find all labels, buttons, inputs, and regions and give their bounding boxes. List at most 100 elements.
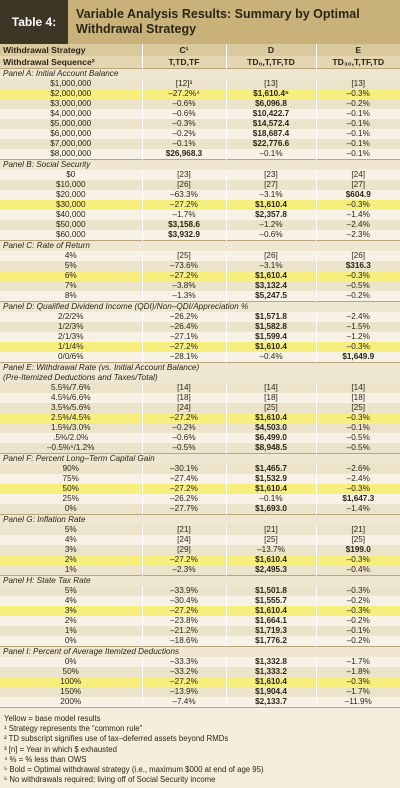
data-row: 6% –27.2% $1,610.4 –0.3% (0, 271, 400, 281)
cell: –1.4% (315, 504, 400, 515)
data-row: 0% –27.7% $1,693.0 –1.4% (0, 504, 400, 515)
footnote: Yellow = base model results (4, 714, 101, 723)
cell: $4,503.0 (225, 423, 316, 433)
cell: –0.3% (315, 413, 400, 423)
cell: –2.3% (315, 230, 400, 241)
cell: [13] (225, 79, 316, 89)
data-row: 3% [29] –13.7% $199.0 (0, 545, 400, 555)
cell: –0.1% (141, 139, 226, 149)
cell: [25] (315, 403, 400, 413)
data-row: 5% –73.6% –3.1% $316.3 (0, 261, 400, 271)
cell: $1,610.4 (225, 484, 316, 494)
cell: –0.1% (315, 109, 400, 119)
column-header: TD₃₀,T,TF,TD (315, 56, 400, 69)
data-row: 1/1/4% –27.2% $1,610.4 –0.3% (0, 342, 400, 352)
cell: –0.2% (315, 596, 400, 606)
cell: –27.2% (141, 342, 226, 352)
panel-row: Panel F: Percent Long–Term Capital Gain (0, 453, 400, 464)
cell: [12]³ (141, 79, 226, 89)
row-label: 5% (0, 586, 142, 596)
cell: –2.4% (315, 220, 400, 230)
cell: [14] (141, 383, 226, 393)
cell: –0.4% (315, 565, 400, 576)
cell: –27.2% (141, 200, 226, 210)
cell: –27.2% (141, 606, 226, 616)
cell: [24] (141, 535, 226, 545)
data-row: $1,000,000 [12]³ [13] [13] (0, 79, 400, 89)
cell: –1.8% (315, 667, 400, 677)
panel-row: Panel G: Inflation Rate (0, 514, 400, 525)
row-label: 0% (0, 504, 142, 515)
cell: –0.1% (315, 129, 400, 139)
cell: –27.2% (141, 484, 226, 494)
data-row: 1/2/3% –26.4% $1,582.8 –1.5% (0, 322, 400, 332)
cell: –0.6% (141, 109, 226, 119)
cell: $1,465.7 (225, 464, 316, 474)
row-label: $0 (0, 170, 142, 180)
cell: –23.8% (141, 616, 226, 626)
cell: $10,422.7 (225, 109, 316, 119)
cell: –73.6% (141, 261, 226, 271)
cell: $1,610.4 (225, 555, 316, 565)
data-row: $20,000 –63.3% –3.1% $604.9 (0, 190, 400, 200)
data-row: 2/2/2% –26.2% $1,571.8 –2.4% (0, 312, 400, 322)
data-row: 2% –23.8% $1,664.1 –0.2% (0, 616, 400, 626)
cell: –0.5% (141, 443, 226, 454)
data-row: $8,000,000 $26,968.3 –0.1% –0.1% (0, 149, 400, 160)
column-header: C¹ (141, 44, 226, 56)
row-label: $8,000,000 (0, 149, 142, 160)
data-row: $4,000,000 –0.6% $10,422.7 –0.1% (0, 109, 400, 119)
cell: –13.7% (225, 545, 316, 555)
cell: –0.3% (315, 555, 400, 565)
row-label: 0/0/6% (0, 352, 142, 363)
cell: –1.3% (141, 291, 226, 302)
data-row: 0% –33.3% $1,332.8 –1.7% (0, 657, 400, 667)
row-label: 1/2/3% (0, 322, 142, 332)
cell: $1,904.4 (225, 687, 316, 697)
cell: –11.9% (315, 697, 400, 707)
cell: $1,582.8 (225, 322, 316, 332)
data-row: 2/1/3% –27.1% $1,599.4 –1.2% (0, 332, 400, 342)
cell: –2.3% (141, 565, 226, 576)
cell: –0.1% (315, 139, 400, 149)
row-label: 5% (0, 525, 142, 535)
panel-row: Panel A: Initial Account Balance (0, 68, 400, 79)
row-label: 150% (0, 687, 142, 697)
panel-row: (Pre-Itemized Deductions and Taxes/Total… (0, 373, 400, 383)
cell: –27.1% (141, 332, 226, 342)
panel-title: Panel H: State Tax Rate (0, 575, 400, 586)
data-row: 4% –30.4% $1,555.7 –0.2% (0, 596, 400, 606)
cell: –0.3% (315, 586, 400, 596)
cell: $3,132.4 (225, 281, 316, 291)
cell: [23] (225, 170, 316, 180)
data-row: 0% –18.6% $1,776.2 –0.2% (0, 636, 400, 647)
row-label: $60,000 (0, 230, 142, 241)
cell: –28.1% (141, 352, 226, 363)
row-label: $5,000,000 (0, 119, 142, 129)
row-label: 200% (0, 697, 142, 707)
data-row: 2% –27.2% $1,610.4 –0.3% (0, 555, 400, 565)
cell: [29] (141, 545, 226, 555)
data-row: –0.5%⁶/1.2% –0.5% $8,948.5 –0.5% (0, 443, 400, 454)
data-row: 0/0/6% –28.1% –0.4% $1,649.9 (0, 352, 400, 363)
cell: –27.7% (141, 504, 226, 515)
row-label: 2% (0, 555, 142, 565)
data-row: 5% –33.9% $1,501.8 –0.3% (0, 586, 400, 596)
cell: [14] (315, 383, 400, 393)
cell: $6,499.0 (225, 433, 316, 443)
table-label: Table 4: (0, 0, 68, 44)
column-header: TD₀,T,TF,TD (225, 56, 316, 69)
cell: –1.7% (315, 657, 400, 667)
data-row: $2,000,000 –27.2%⁴ $1,610.4⁵ –0.3% (0, 89, 400, 99)
panel-row: Panel H: State Tax Rate (0, 575, 400, 586)
data-row: 150% –13.9% $1,904.4 –1.7% (0, 687, 400, 697)
cell: –27.2% (141, 413, 226, 423)
row-label: 2% (0, 616, 142, 626)
row-label: 7% (0, 281, 142, 291)
row-label: 4.5%/6.6% (0, 393, 142, 403)
data-row: $5,000,000 –0.3% $14,572.4 –0.1% (0, 119, 400, 129)
cell: –27.2% (141, 555, 226, 565)
cell: –0.2% (315, 636, 400, 647)
cell: –1.5% (315, 322, 400, 332)
cell: –1.2% (315, 332, 400, 342)
